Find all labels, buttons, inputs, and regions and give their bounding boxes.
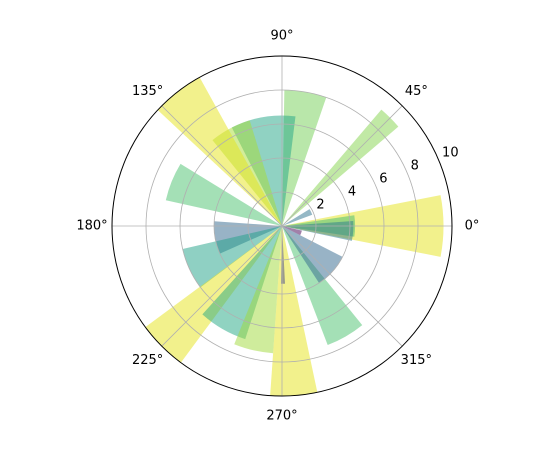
polar-outer-frame (111, 55, 453, 397)
theta-tick-label: 180° (76, 219, 107, 234)
angular-gridline (161, 225, 283, 347)
r-tick-label: 2 (316, 197, 324, 212)
theta-tick-label: 90° (270, 29, 293, 44)
polar-bar (282, 209, 313, 226)
polar-bar (165, 163, 282, 226)
r-tick-label: 6 (379, 171, 387, 186)
r-tick-label: 10 (442, 145, 459, 160)
theta-tick-label: 45° (405, 84, 428, 99)
polar-bar (182, 226, 282, 288)
polar-bar (157, 77, 282, 226)
theta-tick-label: 270° (266, 409, 297, 424)
theta-tick-label: 225° (132, 353, 163, 368)
theta-tick-label: 135° (132, 84, 163, 99)
polar-bar (282, 226, 302, 236)
polar-bar (282, 226, 343, 284)
theta-tick-label: 0° (465, 219, 480, 234)
grid-layer (112, 56, 452, 396)
r-tick-label: 8 (411, 158, 419, 173)
polar-bar (202, 226, 282, 340)
angular-gridline (281, 105, 403, 227)
r-tick-label: 4 (348, 184, 356, 199)
theta-tick-label: 315° (401, 353, 432, 368)
angular-gridline (161, 105, 283, 227)
angular-gridline (281, 225, 403, 347)
